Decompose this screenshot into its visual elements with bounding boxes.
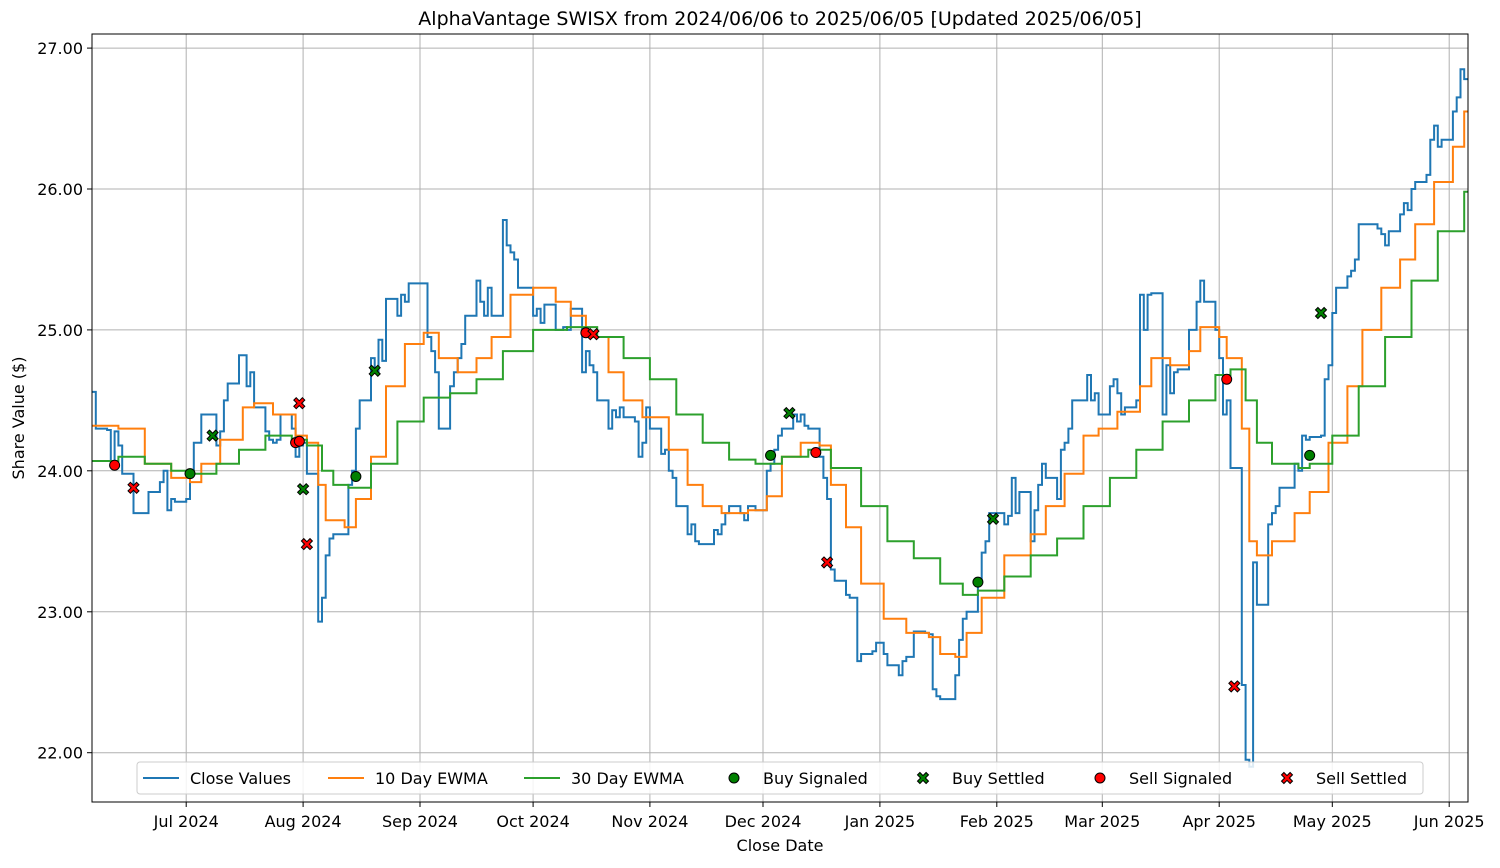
legend-box xyxy=(136,761,1424,795)
x-tick-label: Sep 2024 xyxy=(382,812,458,831)
legend-label: Buy Signaled xyxy=(763,769,868,788)
x-tick-label: Jan 2025 xyxy=(844,812,915,831)
sell-settled-marker xyxy=(293,396,306,410)
plot-frame xyxy=(91,33,1469,803)
sell-settled-marker xyxy=(587,327,600,341)
buy-signaled-marker xyxy=(184,468,196,480)
y-tick-label: 26.00 xyxy=(37,180,83,199)
legend-entry-buy-signaled: Buy Signaled xyxy=(728,769,868,788)
x-tick-label: Oct 2024 xyxy=(496,812,569,831)
chart-title: AlphaVantage SWISX from 2024/06/06 to 20… xyxy=(418,8,1141,30)
legend-label: Buy Settled xyxy=(952,769,1045,788)
legend-entry-close-values: Close Values xyxy=(143,769,291,788)
legend-label: 30 Day EWMA xyxy=(571,769,684,788)
x-tick-label: Mar 2025 xyxy=(1064,812,1140,831)
buy-signaled-marker xyxy=(1304,449,1316,461)
legend-swatch xyxy=(916,771,930,785)
y-tick-label: 22.00 xyxy=(37,744,83,763)
buy-settled-marker xyxy=(986,512,1000,526)
x-axis-label: Close Date xyxy=(737,836,824,855)
y-axis-label: Share Value ($) xyxy=(9,357,28,480)
y-tick-label: 27.00 xyxy=(37,39,83,58)
y-tick-label: 23.00 xyxy=(37,603,83,622)
legend: Close Values 10 Day EWMA 30 Day EWMA Buy Si… xyxy=(136,761,1424,795)
buy-signaled-marker xyxy=(765,449,777,461)
sell-signaled-marker xyxy=(810,447,822,459)
x-tick-label: Jun 2025 xyxy=(1413,812,1485,831)
legend-label: 10 Day EWMA xyxy=(375,769,488,788)
x-tick-label: Nov 2024 xyxy=(611,812,688,831)
buy-settled-marker xyxy=(1314,306,1328,320)
sell-settled-marker xyxy=(1228,680,1241,693)
sell-settled-marker xyxy=(127,481,140,495)
legend-entry-30-day-ewma: 30 Day EWMA xyxy=(524,769,684,788)
x-tick-label: Jul 2024 xyxy=(153,812,219,831)
x-tick-label: Feb 2025 xyxy=(960,812,1034,831)
series-lines xyxy=(92,68,1468,768)
legend-swatch xyxy=(728,772,740,784)
buy-signaled-marker xyxy=(350,470,362,482)
legend-label: Close Values xyxy=(190,769,291,788)
x-tick-label: Dec 2024 xyxy=(725,812,802,831)
x-tick-label: Aug 2024 xyxy=(265,812,342,831)
y-tick-label: 24.00 xyxy=(37,462,83,481)
legend-label: Sell Settled xyxy=(1316,769,1407,788)
buy-settled-marker xyxy=(206,429,219,442)
30-day-ewma-line xyxy=(92,190,1468,596)
sell-signaled-marker xyxy=(293,435,305,447)
sell-settled-marker xyxy=(820,556,834,569)
x-tick-label: May 2025 xyxy=(1293,812,1372,831)
signal-markers xyxy=(109,306,1328,693)
buy-settled-marker xyxy=(296,482,310,496)
y-axis-ticks: 22.00 23.00 24.00 25.00 26.00 27.00 xyxy=(37,39,92,763)
legend-entry-10-day-ewma: 10 Day EWMA xyxy=(328,769,488,788)
legend-swatch xyxy=(1280,771,1294,785)
buy-settled-marker xyxy=(783,406,796,420)
gridlines xyxy=(92,34,1468,802)
10-day-ewma-line xyxy=(92,110,1468,658)
close-values-line xyxy=(92,68,1468,768)
buy-settled-marker xyxy=(368,364,381,378)
buy-signaled-marker xyxy=(972,576,984,588)
x-axis-ticks: Jul 2024 Aug 2024 Sep 2024 Oct 2024 Nov 2024… xyxy=(153,802,1485,831)
x-tick-label: Apr 2025 xyxy=(1182,812,1255,831)
legend-entry-sell-settled: Sell Settled xyxy=(1280,769,1407,788)
y-tick-label: 25.00 xyxy=(37,321,83,340)
legend-entry-sell-signaled: Sell Signaled xyxy=(1094,769,1232,788)
sell-signaled-marker xyxy=(109,459,121,471)
sell-signaled-marker xyxy=(1221,373,1233,385)
legend-entry-buy-settled: Buy Settled xyxy=(916,769,1045,788)
legend-label: Sell Signaled xyxy=(1129,769,1232,788)
legend-swatch xyxy=(1094,772,1106,784)
sell-settled-marker xyxy=(300,537,314,551)
